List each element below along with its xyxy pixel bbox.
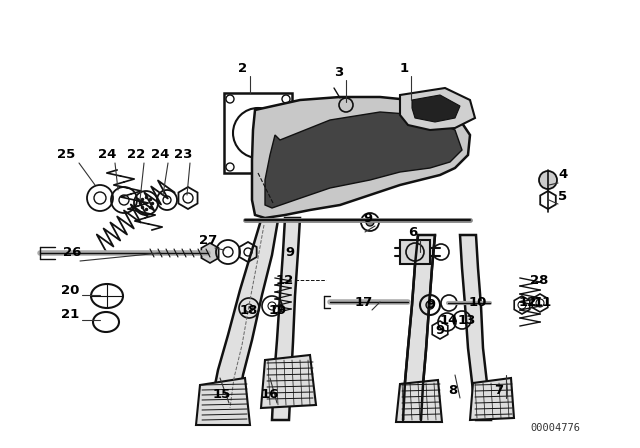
Text: 24: 24 xyxy=(98,148,116,161)
Polygon shape xyxy=(396,380,442,422)
Polygon shape xyxy=(210,220,278,420)
Text: 27: 27 xyxy=(199,233,217,246)
Text: 17: 17 xyxy=(355,296,373,309)
Text: 16: 16 xyxy=(261,388,279,401)
Text: 9: 9 xyxy=(426,298,436,311)
Text: 3: 3 xyxy=(334,65,344,78)
Text: 26: 26 xyxy=(63,246,81,259)
Circle shape xyxy=(366,218,374,226)
Text: 12: 12 xyxy=(276,273,294,287)
Text: 19: 19 xyxy=(269,303,287,316)
Text: 9: 9 xyxy=(435,323,445,336)
Text: 13: 13 xyxy=(458,314,476,327)
Text: 14: 14 xyxy=(440,314,458,327)
Text: 5: 5 xyxy=(559,190,568,202)
Polygon shape xyxy=(202,243,219,263)
Text: 20: 20 xyxy=(61,284,79,297)
Text: 18: 18 xyxy=(240,303,258,316)
Circle shape xyxy=(539,171,557,189)
Text: 10: 10 xyxy=(469,296,487,309)
Text: 21: 21 xyxy=(61,309,79,322)
Text: 9: 9 xyxy=(285,246,294,258)
Polygon shape xyxy=(265,112,462,208)
Polygon shape xyxy=(196,378,250,425)
Bar xyxy=(224,93,292,173)
Text: 23: 23 xyxy=(174,148,192,161)
Polygon shape xyxy=(400,88,475,130)
Text: 8: 8 xyxy=(449,383,458,396)
Polygon shape xyxy=(470,378,514,420)
Text: 28: 28 xyxy=(530,273,548,287)
Text: 1: 1 xyxy=(399,61,408,74)
Text: 4: 4 xyxy=(558,168,568,181)
Text: 25: 25 xyxy=(57,148,75,161)
Text: 2: 2 xyxy=(239,61,248,74)
Text: 24: 24 xyxy=(151,148,169,161)
Text: 00004776: 00004776 xyxy=(530,423,580,433)
Text: 6: 6 xyxy=(408,225,418,238)
Circle shape xyxy=(426,301,434,309)
Text: 11: 11 xyxy=(534,296,552,309)
Polygon shape xyxy=(460,235,491,420)
Text: 15: 15 xyxy=(213,388,231,401)
Bar xyxy=(400,240,430,264)
Text: 12: 12 xyxy=(519,296,537,309)
Text: 22: 22 xyxy=(127,148,145,161)
Text: 7: 7 xyxy=(495,383,504,396)
Polygon shape xyxy=(412,95,460,122)
Polygon shape xyxy=(261,355,316,408)
Polygon shape xyxy=(403,235,435,420)
Polygon shape xyxy=(272,218,300,420)
Polygon shape xyxy=(252,97,470,218)
Text: 9: 9 xyxy=(364,211,372,224)
